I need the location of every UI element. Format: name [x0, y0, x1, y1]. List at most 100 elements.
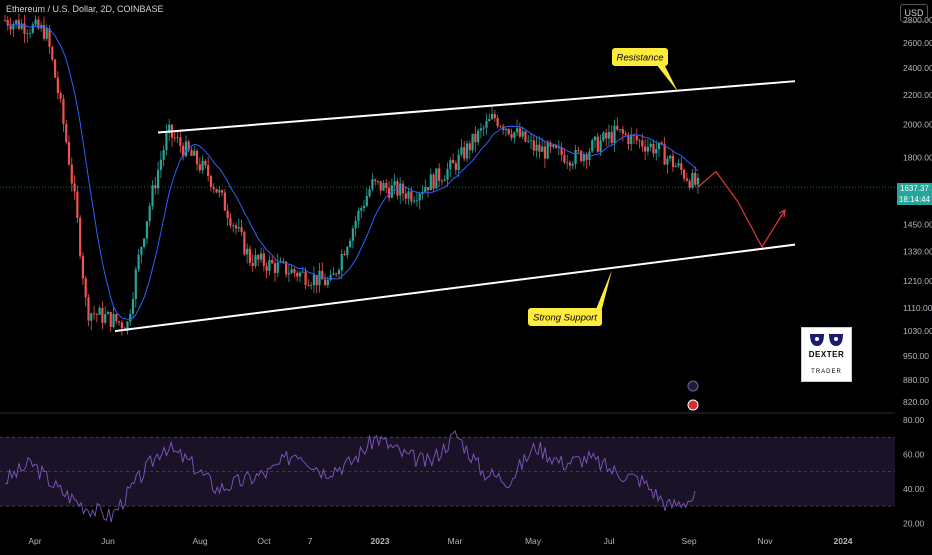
candle-body — [287, 273, 290, 275]
x-tick-label: Jun — [101, 536, 115, 546]
candle-body — [115, 314, 118, 322]
candle-body — [337, 270, 341, 275]
candle-body — [282, 261, 285, 262]
candle-body — [95, 314, 98, 315]
candle-body — [137, 254, 140, 270]
y-tick-label: 1800.00 — [903, 152, 932, 162]
candle-body — [184, 141, 188, 157]
candle-body — [379, 181, 382, 191]
candle-body — [376, 181, 380, 182]
candle-body — [276, 262, 279, 273]
candle-body — [298, 272, 302, 277]
candle-body — [98, 307, 101, 315]
candle-body — [362, 205, 366, 209]
candle-body — [126, 321, 129, 331]
candle-body — [591, 140, 594, 152]
candle-body — [368, 189, 371, 196]
candle-body — [446, 168, 449, 180]
candle-body — [262, 253, 265, 266]
candle-body — [251, 262, 254, 266]
x-tick-label: Apr — [28, 536, 41, 546]
candle-body — [73, 183, 76, 192]
y-tick-label: 880.00 — [903, 375, 929, 385]
candle-body — [385, 183, 388, 188]
candle-body — [557, 147, 560, 149]
y-tick-label: 2400.00 — [903, 63, 932, 73]
candle-body — [20, 23, 23, 29]
candle-body — [56, 77, 59, 94]
candle-body — [112, 314, 115, 328]
candle-body — [182, 145, 185, 157]
candle-body — [131, 299, 135, 314]
candle-body — [521, 131, 524, 137]
support-line — [114, 243, 796, 333]
y-tick-label: 1330.00 — [903, 247, 932, 257]
rsi-line — [4, 430, 696, 523]
candle-body — [193, 150, 196, 156]
y-tick-label: 2000.00 — [903, 120, 932, 130]
candle-body — [580, 150, 583, 162]
candle-body — [566, 162, 569, 164]
candle-body — [488, 119, 491, 122]
candle-body — [259, 253, 263, 260]
candle-body — [70, 164, 73, 184]
candle-body — [529, 140, 533, 142]
candle-body — [624, 133, 627, 135]
candle-body — [296, 272, 299, 277]
candle-body — [443, 179, 446, 181]
resistance-callout-box — [612, 48, 668, 66]
candle-body — [209, 176, 213, 187]
candle-body — [301, 271, 304, 273]
candle-body — [387, 187, 391, 198]
candle-body — [218, 190, 221, 193]
candle-body — [212, 186, 215, 189]
candle-body — [610, 132, 613, 143]
candle-body — [284, 261, 288, 275]
candle-body — [685, 178, 688, 181]
candle-body — [349, 240, 352, 248]
candle-body — [101, 307, 104, 323]
candle-body — [429, 174, 432, 191]
candle-body — [268, 260, 271, 271]
candle-body — [524, 131, 527, 142]
candle-body — [293, 269, 296, 273]
candle-body — [201, 160, 204, 171]
x-tick-label: Nov — [757, 536, 773, 546]
candle-body — [109, 312, 112, 328]
candle-body — [176, 137, 179, 139]
candle-body — [156, 169, 160, 189]
candle-body — [663, 144, 666, 165]
candle-body — [151, 185, 154, 207]
y-tick-label: 2200.00 — [903, 90, 932, 100]
candle-body — [527, 140, 530, 142]
currency-button[interactable]: USD — [900, 4, 928, 22]
candle-body — [554, 144, 558, 148]
candle-body — [229, 218, 232, 226]
candle-body — [694, 173, 697, 185]
candle-body — [81, 255, 85, 279]
candle-body — [271, 260, 274, 264]
candle-body — [660, 142, 663, 145]
candle-body — [343, 253, 346, 256]
x-tick-label: 2023 — [371, 536, 390, 546]
rsi-y-tick-label: 80.00 — [903, 415, 925, 425]
candle-body — [518, 128, 521, 137]
candle-body — [198, 164, 201, 171]
candle-body — [616, 125, 619, 130]
x-tick-label: Jul — [604, 536, 615, 546]
candle-body — [666, 158, 669, 165]
candle-body — [59, 93, 62, 99]
candle-body — [571, 163, 574, 166]
x-tick-label: May — [525, 536, 542, 546]
candle-body — [310, 285, 313, 286]
candle-body — [451, 159, 455, 164]
candle-body — [106, 312, 110, 315]
candle-body — [410, 191, 413, 202]
candle-body — [574, 150, 577, 164]
candle-body — [65, 123, 68, 143]
candle-body — [76, 191, 79, 219]
resistance-callout-pointer — [656, 64, 678, 92]
candle-body — [440, 180, 444, 182]
candle-body — [568, 162, 572, 166]
y-tick-label: 950.00 — [903, 351, 929, 361]
